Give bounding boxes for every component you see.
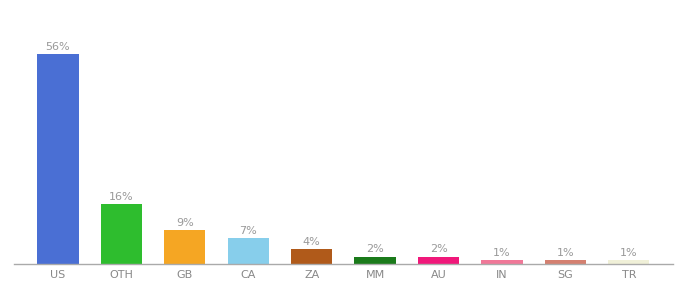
Text: 2%: 2% <box>430 244 447 254</box>
Text: 4%: 4% <box>303 237 320 247</box>
Text: 16%: 16% <box>109 192 134 202</box>
Text: 2%: 2% <box>367 244 384 254</box>
Bar <box>165 230 205 264</box>
Text: 56%: 56% <box>46 42 70 52</box>
Bar <box>545 260 586 264</box>
Bar <box>354 256 396 264</box>
Bar <box>418 256 459 264</box>
Bar <box>228 238 269 264</box>
Text: 1%: 1% <box>556 248 574 258</box>
Text: 9%: 9% <box>176 218 194 228</box>
Text: 7%: 7% <box>239 226 257 236</box>
Text: 1%: 1% <box>620 248 638 258</box>
Text: 1%: 1% <box>493 248 511 258</box>
Bar <box>291 249 333 264</box>
Bar <box>481 260 522 264</box>
Bar <box>37 54 79 264</box>
Bar <box>608 260 649 264</box>
Bar <box>101 204 142 264</box>
